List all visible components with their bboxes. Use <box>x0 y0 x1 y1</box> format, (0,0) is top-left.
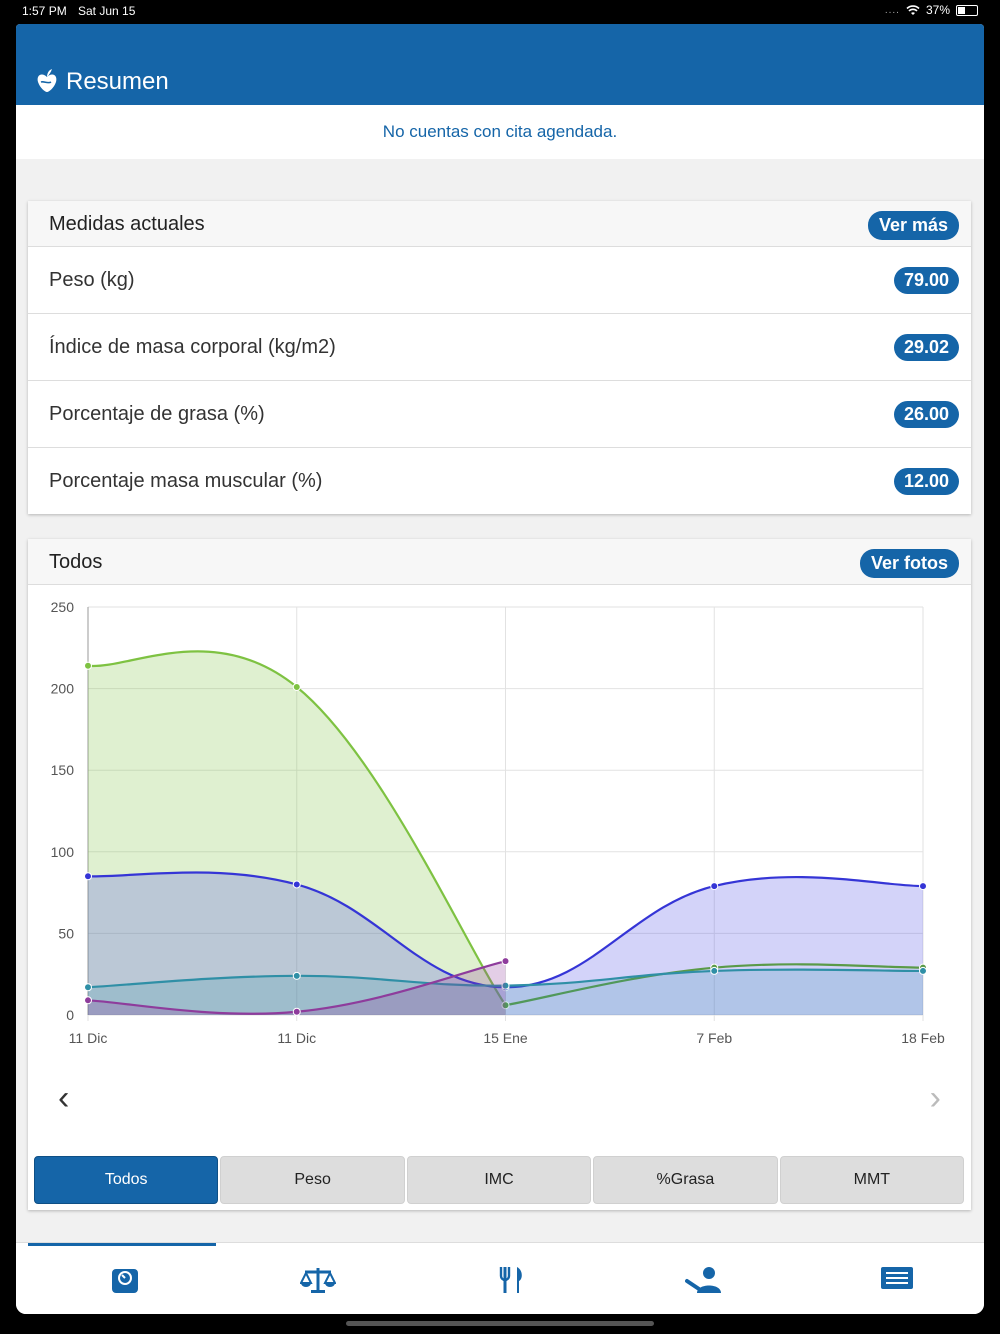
series-area <box>88 969 923 1015</box>
measure-value-badge: 12.00 <box>893 468 959 495</box>
y-tick-label: 50 <box>58 925 74 941</box>
app-screen: Resumen No cuentas con cita agendada. Me… <box>16 24 984 1314</box>
todos-card-header: Todos Ver fotos <box>28 539 971 585</box>
x-tick-label: 7 Feb <box>696 1030 732 1046</box>
data-point <box>710 966 719 975</box>
data-point <box>84 661 92 670</box>
todos-title: Todos <box>49 551 103 573</box>
cellular-signal-icon: .... <box>884 4 900 16</box>
measure-label: Porcentaje de grasa (%) <box>49 403 265 425</box>
tab-resumen[interactable] <box>28 1243 221 1314</box>
measure-row-musculo: Porcentaje masa muscular (%) 12.00 <box>28 448 971 514</box>
app-header: Resumen <box>16 24 984 105</box>
y-tick-label: 100 <box>51 844 75 860</box>
medidas-card-header: Medidas actuales Ver más <box>28 201 971 247</box>
chart-area: 250 200 150 100 50 0 11 Dic 11 Dic 15 Ene 7 Feb 18… <box>28 585 971 1100</box>
news-list-icon <box>880 1267 913 1289</box>
user-profile-icon <box>684 1267 721 1293</box>
data-point <box>292 682 301 691</box>
medidas-list: Peso (kg) 79.00 Índice de masa corporal … <box>28 247 971 514</box>
data-point <box>292 880 301 889</box>
tab-peso[interactable] <box>221 1243 414 1314</box>
segment-todos[interactable]: Todos <box>34 1156 219 1204</box>
tab-noticias[interactable] <box>800 1243 984 1314</box>
ver-mas-button[interactable]: Ver más <box>867 211 959 240</box>
x-tick-label: 11 Dic <box>69 1030 108 1046</box>
data-point <box>501 957 510 966</box>
tab-perfil[interactable] <box>607 1243 800 1314</box>
fork-knife-icon <box>499 1267 522 1293</box>
chevron-right-icon[interactable]: › <box>929 1079 941 1117</box>
todos-chart-card: Todos Ver fotos 250 200 150 100 50 0 11 Dic 11 … <box>28 539 971 1210</box>
x-tick-label: 15 Ene <box>483 1030 528 1046</box>
battery-percent: 37% <box>925 3 950 17</box>
scale-dashboard-icon <box>111 1269 138 1293</box>
measure-row-peso: Peso (kg) 79.00 <box>28 247 971 314</box>
apple-heart-icon <box>37 69 57 92</box>
data-point <box>292 971 301 980</box>
battery-icon <box>956 4 978 16</box>
x-tick-label: 11 Dic <box>277 1030 316 1046</box>
data-point <box>84 983 92 992</box>
data-point <box>292 1007 301 1016</box>
status-bar: 1:57 PM Sat Jun 15 .... 37% <box>0 0 1000 22</box>
measure-row-imc: Índice de masa corporal (kg/m2) 29.02 <box>28 314 971 381</box>
wifi-icon <box>906 4 920 15</box>
medidas-title: Medidas actuales <box>49 213 205 235</box>
data-point <box>501 981 510 990</box>
data-point <box>919 882 927 891</box>
bottom-tab-bar <box>16 1242 984 1314</box>
series-line <box>87 650 507 1006</box>
data-point <box>501 1001 510 1010</box>
series-area <box>88 961 506 1015</box>
chart-filter-segmented: Todos Peso IMC %Grasa MMT <box>34 1156 965 1204</box>
data-point <box>919 966 927 975</box>
segment-grasa[interactable]: %Grasa <box>593 1156 778 1204</box>
medidas-card: Medidas actuales Ver más Peso (kg) 79.00… <box>28 201 971 514</box>
chevron-left-icon[interactable]: ‹ <box>58 1079 70 1117</box>
measure-label: Peso (kg) <box>49 269 135 291</box>
home-indicator <box>346 1321 654 1326</box>
segment-imc[interactable]: IMC <box>406 1156 592 1204</box>
segment-peso[interactable]: Peso <box>220 1156 405 1204</box>
status-date: Sat Jun 15 <box>78 4 136 18</box>
measure-label: Porcentaje masa muscular (%) <box>49 470 323 492</box>
data-point <box>84 872 92 881</box>
measure-value-badge: 29.02 <box>893 334 959 361</box>
measure-row-grasa: Porcentaje de grasa (%) 26.00 <box>28 381 971 448</box>
data-point <box>84 996 92 1005</box>
status-right: .... 37% <box>885 3 978 17</box>
y-tick-label: 150 <box>51 762 75 778</box>
status-time: 1:57 PM <box>22 4 67 18</box>
tab-dieta[interactable] <box>414 1243 607 1314</box>
y-tick-label: 200 <box>51 681 75 697</box>
appointment-notice: No cuentas con cita agendada. <box>16 105 984 159</box>
data-point <box>710 882 719 891</box>
measure-value-badge: 79.00 <box>893 267 959 294</box>
series-area <box>88 651 506 1015</box>
measure-label: Índice de masa corporal (kg/m2) <box>49 336 336 358</box>
segment-mmt[interactable]: MMT <box>779 1156 965 1204</box>
x-tick-label: 18 Feb <box>901 1030 945 1046</box>
y-tick-label: 250 <box>51 599 75 615</box>
ver-fotos-button[interactable]: Ver fotos <box>859 549 959 578</box>
measurements-chart: 250 200 150 100 50 0 11 Dic 11 Dic 15 Ene 7 Feb 18… <box>51 599 945 1046</box>
measure-value-badge: 26.00 <box>893 401 959 428</box>
active-tab-indicator <box>28 1243 216 1246</box>
page-title: Resumen <box>66 68 169 95</box>
y-tick-label: 0 <box>66 1007 74 1023</box>
balance-icon <box>299 1268 336 1293</box>
